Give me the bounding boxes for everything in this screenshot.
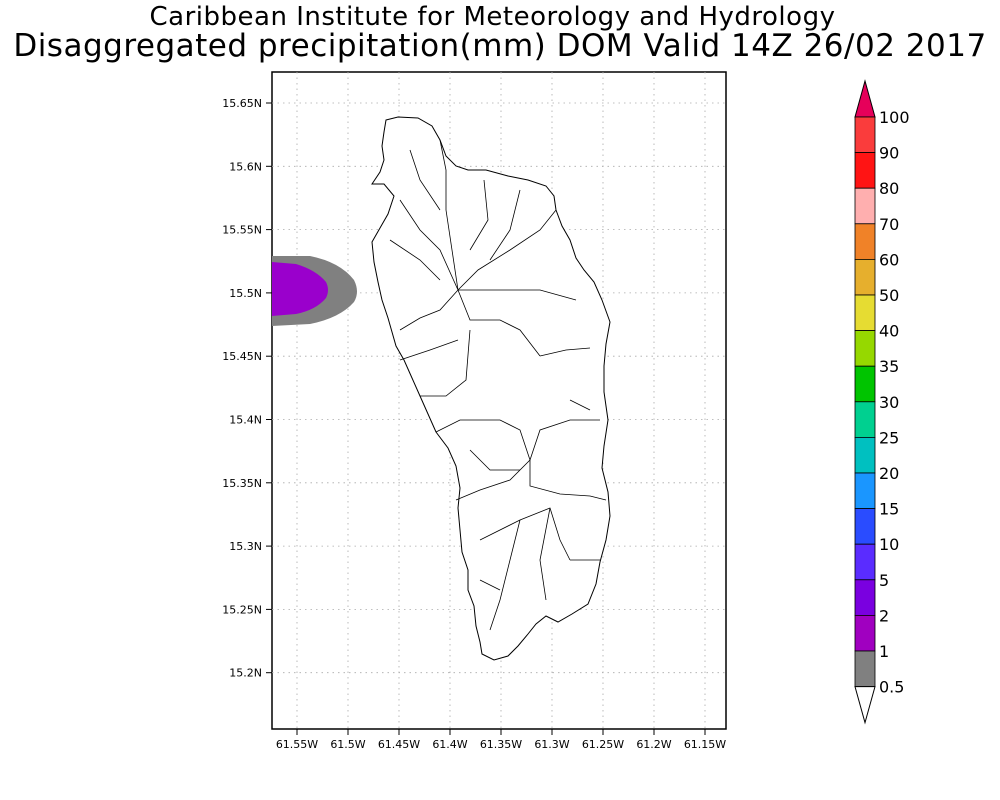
colorbar-label: 20 (879, 464, 899, 483)
colorbar-segment (854, 436, 876, 474)
lon-tick-label: 61.25W (582, 738, 624, 751)
lat-tick-label: 15.25N (222, 603, 262, 616)
colorbar: 100 90 80 70 60 50 40 35 30 25 20 15 10 5 2 1 0.5 (854, 79, 910, 725)
colorbar-segment (854, 223, 876, 260)
colorbar-upper-arrow (854, 79, 876, 118)
colorbar-segment (854, 650, 876, 687)
colorbar-segment (854, 258, 876, 296)
colorbar-label: 35 (879, 357, 899, 376)
watershed-boundaries (389, 139, 607, 631)
lat-tick-label: 15.45N (222, 350, 262, 363)
colorbar-label: 25 (879, 428, 899, 447)
colorbar-segment (854, 615, 876, 652)
lat-tick-label: 15.5N (229, 287, 262, 300)
colorbar-segment (854, 152, 876, 189)
colorbar-segment (854, 187, 876, 225)
colorbar-segment (854, 401, 876, 438)
island-outline (371, 116, 611, 661)
colorbar-label: 40 (879, 322, 899, 341)
colorbar-lower-arrow (854, 686, 876, 725)
colorbar-segment (854, 508, 876, 545)
lon-tick-label: 61.4W (432, 738, 467, 751)
colorbar-label: 15 (879, 500, 899, 519)
institute-title: Caribbean Institute for Meteorology and … (149, 2, 836, 32)
colorbar-segment (854, 294, 876, 331)
colorbar-segment (854, 116, 876, 153)
colorbar-label: 60 (879, 250, 899, 269)
lon-tick-label: 61.35W (480, 738, 522, 751)
lon-tick-label: 61.45W (378, 738, 420, 751)
colorbar-segment (854, 330, 876, 367)
colorbar-label: 5 (879, 571, 889, 590)
colorbar-label: 90 (879, 144, 899, 163)
colorbar-label: 70 (879, 215, 899, 234)
colorbar-segment (854, 579, 876, 616)
lon-tick-label: 61.5W (330, 738, 365, 751)
colorbar-label: 80 (879, 179, 899, 198)
map-title: Disaggregated precipitation(mm) DOM Vali… (13, 28, 987, 64)
lon-tick-label: 61.15W (684, 738, 726, 751)
colorbar-segment (854, 472, 876, 509)
colorbar-segment (854, 543, 876, 581)
lon-tick-label: 61.2W (636, 738, 671, 751)
lat-tick-label: 15.6N (229, 160, 262, 173)
colorbar-label: 100 (879, 108, 910, 127)
lat-tick-label: 15.35N (222, 477, 262, 490)
lat-tick-label: 15.3N (229, 540, 262, 553)
colorbar-label: 30 (879, 393, 899, 412)
lat-tick-label: 15.2N (229, 667, 262, 680)
colorbar-label: 50 (879, 286, 899, 305)
colorbar-label: 10 (879, 535, 899, 554)
colorbar-segment (854, 365, 876, 403)
lat-tick-label: 15.55N (222, 224, 262, 237)
colorbar-label: 2 (879, 606, 889, 625)
lon-tick-label: 61.55W (276, 738, 318, 751)
lat-tick-label: 15.65N (222, 97, 262, 110)
colorbar-label: 1 (879, 642, 889, 661)
precip-inner-core (272, 262, 328, 316)
lon-tick-label: 61.3W (534, 738, 569, 751)
lat-tick-label: 15.4N (229, 414, 262, 427)
colorbar-label: 0.5 (879, 678, 904, 697)
